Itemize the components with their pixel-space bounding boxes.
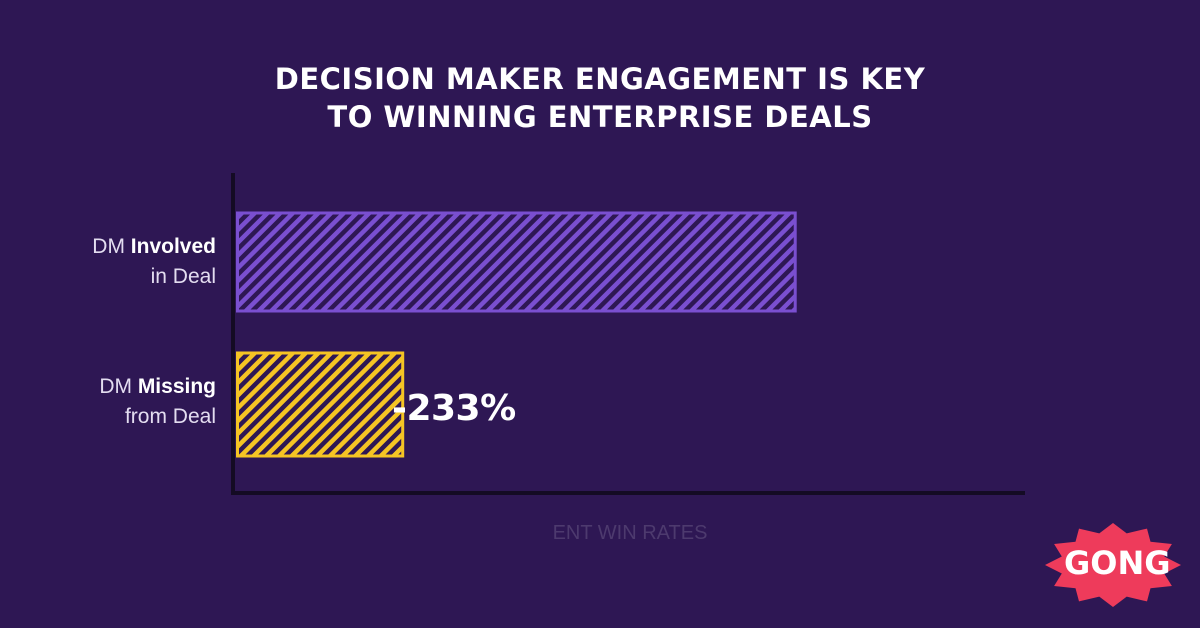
category-label-missing: DM Missing from Deal [99, 372, 216, 432]
x-axis-title: ENT WIN RATES [552, 522, 708, 544]
chart-title-line-2: TO WINNING ENTERPRISE DEALS [327, 100, 873, 134]
bar-dm-involved [236, 211, 797, 313]
category-label-involved: DM Involved in Deal [92, 232, 216, 292]
category-bold: Involved [130, 235, 216, 258]
category-prefix: DM [99, 375, 138, 398]
category-line2: in Deal [150, 265, 216, 288]
chart-title: DECISION MAKER ENGAGEMENT IS KEY TO WINN… [0, 60, 1200, 136]
chart-title-line-1: DECISION MAKER ENGAGEMENT IS KEY [274, 62, 926, 96]
category-line2: from Deal [124, 405, 216, 428]
gong-logo-burst-icon [1045, 523, 1181, 607]
logo-text: GONG [1064, 544, 1171, 582]
category-prefix: DM [92, 235, 131, 258]
bar-dm-missing [236, 351, 405, 458]
category-bold: Missing [137, 375, 216, 398]
bar-annotation-label: -233% [392, 388, 516, 429]
